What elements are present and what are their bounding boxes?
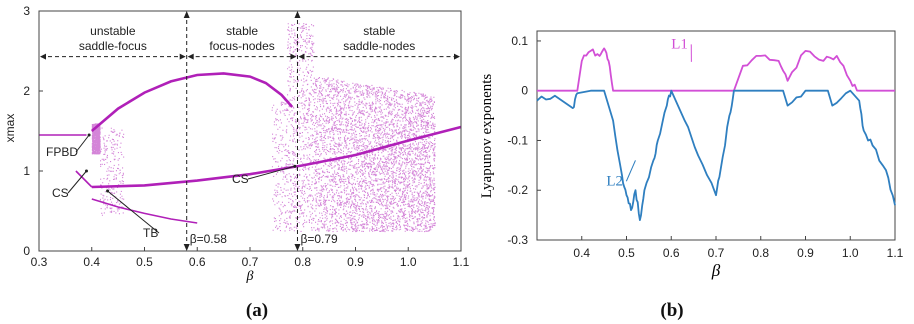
a-xtick-label: 1.0 [400,255,417,269]
a-annotation-arrow [75,134,90,153]
a-annotation-arrow [247,165,295,180]
b-xtick-label: 0.7 [708,246,725,260]
b-ytick-label: -0.1 [507,133,528,147]
a-boundary-arrow-top [183,11,190,18]
a-boundary-arrow-bottom [294,244,301,251]
a-xtick-label: 0.7 [242,255,259,269]
a-annotation-arrow [67,170,87,194]
a-branch-2 [90,72,294,132]
b-xtick-label: 1.1 [887,246,904,260]
a-xtick-label: 0.3 [31,255,48,269]
a-annotation-arrow [107,190,160,234]
b-series-l2 [536,89,896,221]
a-annotations: unstablesaddle-focusstablefocus-nodessta… [40,11,460,251]
a-annotation-label: CS [232,172,249,186]
panel-b: 0.4 0.5 0.6 0.7 0.8 0.9 1.0 1.1 0.1 0 -0.1 -0.2 -0.3… [479,30,904,280]
a-axes: 0.3 0.4 0.5 0.6 0.7 0.8 0.9 1.0 1.1 0 1 2 3 β xmax [3,4,470,284]
a-chaotic-dots [91,23,436,233]
a-scatter-points [91,23,436,233]
a-branch-1 [75,170,93,188]
a-region-label: saddle-focus [79,39,147,53]
a-branches [39,72,462,224]
a-annotation-label: FPBD [46,145,78,159]
a-xlabel: β [246,269,254,284]
b-series-label-l1: L1 [671,36,688,52]
a-ytick-label: 2 [23,84,30,98]
a-annotation-arrow-tip [84,169,88,173]
b-xtick-label: 0.8 [752,246,769,260]
a-ytick-label: 3 [23,4,30,18]
b-xtick-label: 0.5 [618,246,635,260]
a-arrow-head [290,53,297,60]
panel-a-label: (a) [246,300,268,321]
b-axes: 0.4 0.5 0.6 0.7 0.8 0.9 1.0 1.1 0.1 0 -0.1 -0.2 -0.3… [479,30,904,280]
a-arrow-head [454,53,460,60]
b-ytick-label: 0 [521,84,528,98]
b-annotations: L1 L2 [606,36,692,189]
a-annotation-label: TB [143,226,158,240]
a-region-label: stable [226,24,258,38]
a-region-label: stable [363,24,395,38]
a-boundary-arrow-top [294,11,301,18]
a-region-label: saddle-nodes [343,39,415,53]
a-arrow-head [40,53,46,60]
b-ytick-label: -0.2 [507,183,528,197]
a-ytick-label: 0 [23,244,30,258]
a-boundary-label: β=0.58 [190,232,228,246]
a-xtick-label: 0.6 [189,255,206,269]
b-ylabel: Lyapunov exponents [479,74,495,199]
b-ytick-label: 0.1 [511,34,528,48]
b-xtick-label: 0.6 [663,246,680,260]
a-region-label: focus-nodes [209,39,274,53]
a-annotation-arrow-tip [106,189,110,193]
b-xlabel: β [711,261,721,280]
b-series-label-l2: L2 [606,173,623,189]
b-xtick-label: 0.9 [797,246,814,260]
b-xtick-label: 1.0 [842,246,859,260]
a-xtick-label: 1.1 [453,255,470,269]
a-xtick-label: 0.4 [83,255,100,269]
a-branch-4 [91,198,198,224]
a-annotation-label: CS [52,186,69,200]
panel-a: 0.3 0.4 0.5 0.6 0.7 0.8 0.9 1.0 1.1 0 1 2 3 β xmax uns… [3,4,470,284]
a-boundary-label: β=0.79 [300,232,338,246]
b-series-l1 [537,47,895,92]
b-series [536,47,896,221]
a-annotation-arrow-tip [87,133,91,137]
a-arrow-head [298,53,305,60]
b-series-label-arrow [625,160,636,182]
a-arrow-head [187,53,194,60]
b-xtick-label: 0.4 [573,246,590,260]
a-xtick-label: 0.8 [294,255,311,269]
a-ytick-label: 1 [23,164,30,178]
a-arrow-head [179,53,186,60]
panel-b-label: (b) [660,300,683,321]
a-annotation-arrow-tip [293,164,297,168]
a-xtick-label: 0.9 [347,255,364,269]
b-ytick-label: -0.3 [507,233,528,247]
a-branch-3 [91,125,462,189]
a-ylabel: xmax [3,114,17,143]
a-boundary-arrow-bottom [183,244,190,251]
a-region-label: unstable [90,24,136,38]
a-xtick-label: 0.5 [136,255,153,269]
